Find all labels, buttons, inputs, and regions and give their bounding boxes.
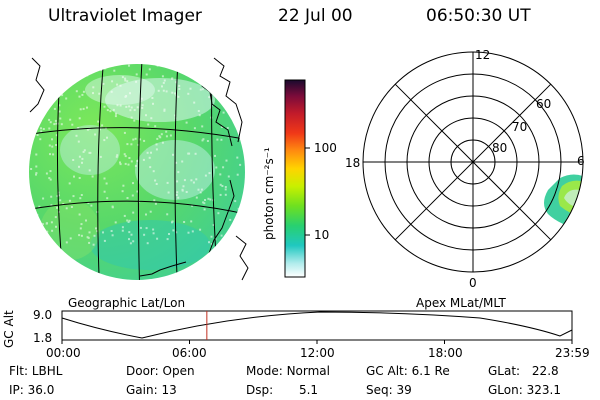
timeline-xtick-0000: 00:00 — [46, 346, 81, 360]
date-label: 22 Jul 00 — [278, 6, 353, 26]
door-field: Door: Open — [126, 364, 195, 378]
timeline-ytick-bottom: 1.8 — [33, 331, 53, 345]
colorbar-tick-10: 10 — [314, 228, 330, 242]
door-label: Door: — [126, 364, 159, 378]
colorbar — [284, 79, 310, 278]
flt-value: LBHL — [31, 364, 63, 378]
timeline-xtick-0600: 06:00 — [172, 346, 207, 360]
right-panel-label: Apex MLat/MLT — [416, 296, 506, 310]
gain-value: 13 — [161, 383, 177, 397]
mlat-label-70: 70 — [512, 120, 528, 134]
colorbar-tick-100: 100 — [314, 141, 337, 155]
gain-label: Gain: — [126, 383, 158, 397]
glon-field: GLon: 323.1 — [488, 383, 561, 397]
seq-field: Seq: 39 — [366, 383, 412, 397]
door-value: Open — [162, 364, 195, 378]
mlat-label-80: 80 — [492, 141, 508, 155]
mode-field: Mode: Normal — [246, 364, 330, 378]
earth-image — [29, 57, 249, 281]
mode-value: Normal — [286, 364, 330, 378]
mlt-label-18: 18 — [345, 156, 361, 170]
ip-value: 36.0 — [27, 383, 55, 397]
time-label: 06:50:30 UT — [426, 6, 531, 26]
timeline-xtick-1800: 18:00 — [428, 346, 463, 360]
glat-label: GLat: — [488, 364, 521, 378]
glat-value: 22.8 — [531, 364, 559, 378]
dsp-value: 5.1 — [298, 383, 319, 397]
dsp-label: Dsp: — [246, 383, 274, 397]
gcalt-field: GC Alt: 6.1 Re — [366, 364, 450, 378]
mlt-label-12: 12 — [475, 48, 491, 62]
mlt-label-0: 0 — [469, 276, 477, 290]
altitude-timeline — [61, 310, 573, 344]
dsp-field: Dsp: 5.1 — [246, 383, 318, 397]
left-panel-label: Geographic Lat/Lon — [68, 296, 186, 310]
mode-label: Mode: — [246, 364, 283, 378]
gcalt-value: 6.1 Re — [411, 364, 450, 378]
instrument-title: Ultraviolet Imager — [48, 6, 202, 26]
polar-grid — [362, 51, 584, 273]
glon-label: GLon: — [488, 383, 523, 397]
seq-label: Seq: — [366, 383, 393, 397]
gcalt-label: GC Alt: — [366, 364, 408, 378]
timeline-xtick-2359: 23:59 — [555, 346, 590, 360]
flt-label: Flt: — [9, 364, 28, 378]
ip-label: IP: — [9, 383, 24, 397]
glon-value: 323.1 — [526, 383, 561, 397]
mlat-label-60: 60 — [536, 97, 552, 111]
glat-field: GLat: 22.8 — [488, 364, 559, 378]
colorbar-unit-label: photon cm⁻²s⁻¹ — [262, 147, 276, 240]
mlt-label-6: 6 — [577, 154, 585, 168]
flt-field: Flt: LBHL — [9, 364, 62, 378]
timeline-axis-label: GC Alt — [2, 310, 16, 348]
timeline-ytick-top: 9.0 — [33, 308, 53, 322]
gain-field: Gain: 13 — [126, 383, 177, 397]
seq-value: 39 — [396, 383, 412, 397]
ip-field: IP: 36.0 — [9, 383, 54, 397]
timeline-xtick-1200: 12:00 — [300, 346, 335, 360]
